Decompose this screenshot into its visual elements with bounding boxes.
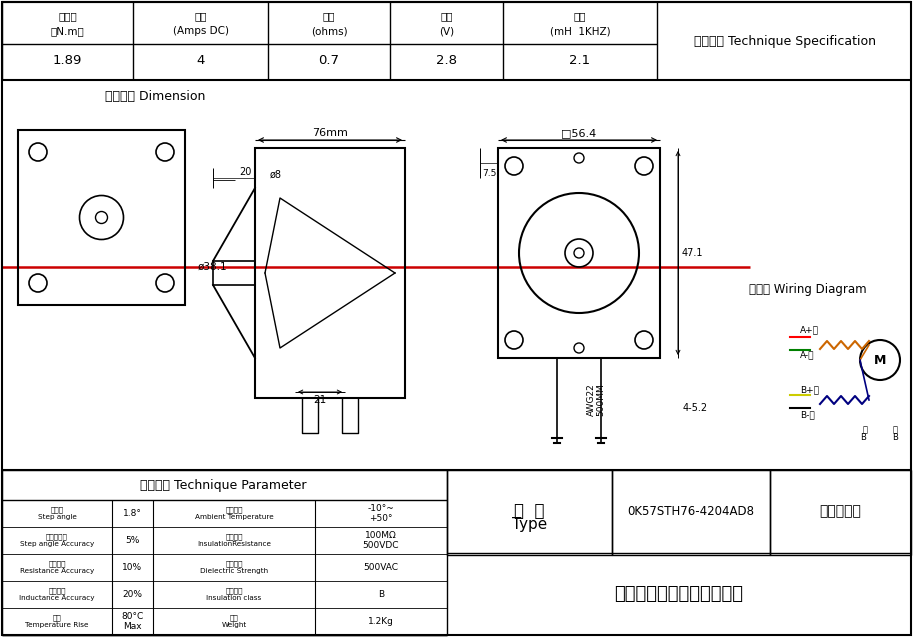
- Bar: [255, 148, 405, 398]
- Text: 5%: 5%: [125, 536, 140, 545]
- Text: 4: 4: [196, 55, 205, 68]
- Text: 7.5: 7.5: [482, 169, 496, 178]
- Text: 介电强度
Dielectric Strength: 介电强度 Dielectric Strength: [200, 561, 268, 575]
- Text: 500MM: 500MM: [596, 383, 605, 417]
- Text: 4-5.2: 4-5.2: [682, 403, 708, 413]
- Bar: [612, 470, 770, 554]
- Text: ø38.1: ø38.1: [197, 262, 227, 272]
- Text: B: B: [892, 433, 898, 441]
- Text: ø8: ø8: [270, 170, 282, 180]
- Bar: [18, 130, 185, 305]
- Text: 20%: 20%: [122, 590, 142, 599]
- Text: 绝缘等级
Insulation class: 绝缘等级 Insulation class: [206, 588, 262, 601]
- Text: 47.1: 47.1: [681, 248, 703, 258]
- Bar: [498, 148, 660, 358]
- Text: 1.8°: 1.8°: [123, 509, 142, 518]
- Text: M: M: [874, 354, 887, 366]
- Text: A-绿: A-绿: [800, 350, 814, 359]
- Text: 1.2Kg: 1.2Kg: [368, 617, 394, 626]
- Text: 常州市鸥柯达电器有限公司: 常州市鸥柯达电器有限公司: [614, 585, 743, 603]
- Text: 技术规格书: 技术规格书: [820, 505, 862, 519]
- Text: 0.7: 0.7: [319, 55, 340, 68]
- Text: 红: 红: [863, 426, 867, 434]
- Bar: [447, 470, 612, 554]
- Text: 76mm: 76mm: [312, 128, 348, 138]
- Text: 技术规格 Technique Specification: 技术规格 Technique Specification: [694, 34, 876, 48]
- Text: 1.89: 1.89: [53, 55, 82, 68]
- Bar: [213, 261, 255, 285]
- Text: （N.m）: （N.m）: [50, 26, 84, 36]
- Text: 绕线图 Wiring Diagram: 绕线图 Wiring Diagram: [750, 283, 866, 296]
- Text: 2.8: 2.8: [436, 55, 457, 68]
- Text: (ohms): (ohms): [310, 26, 347, 36]
- Text: 100MΩ
500VDC: 100MΩ 500VDC: [362, 531, 399, 550]
- Text: 80°C
Max: 80°C Max: [121, 612, 143, 631]
- Text: 环境温度
Ambient Temperature: 环境温度 Ambient Temperature: [194, 506, 273, 520]
- Text: B: B: [860, 433, 866, 441]
- Text: B-黑: B-黑: [800, 410, 814, 420]
- Text: 步距角精度
Step angle Accuracy: 步距角精度 Step angle Accuracy: [20, 534, 94, 547]
- Text: 20: 20: [239, 167, 251, 177]
- Text: 电感精度
Inductance Accuracy: 电感精度 Inductance Accuracy: [19, 588, 95, 601]
- Text: 500VAC: 500VAC: [363, 563, 398, 572]
- Bar: [2, 470, 447, 635]
- Text: 电流: 电流: [194, 11, 206, 21]
- Text: Type: Type: [512, 517, 547, 532]
- Text: A+红: A+红: [800, 326, 819, 334]
- Text: 电感: 电感: [573, 11, 586, 21]
- Text: AWG22: AWG22: [586, 383, 595, 417]
- Text: (mH  1KHZ): (mH 1KHZ): [550, 26, 610, 36]
- Text: 0K57STH76-4204AD8: 0K57STH76-4204AD8: [627, 505, 754, 518]
- Text: 10%: 10%: [122, 563, 142, 572]
- Text: B+黄: B+黄: [800, 385, 819, 394]
- Text: 21: 21: [313, 395, 327, 405]
- Text: 温升
Temperature Rise: 温升 Temperature Rise: [26, 615, 89, 628]
- Text: 技术参数 Technique Parameter: 技术参数 Technique Parameter: [141, 478, 307, 492]
- Text: 2.1: 2.1: [570, 55, 591, 68]
- Text: 绝缘电阻
InsulationResistance: 绝缘电阻 InsulationResistance: [197, 534, 271, 547]
- Text: 步距角
Step angle: 步距角 Step angle: [37, 506, 77, 520]
- Text: 黑: 黑: [893, 426, 897, 434]
- Text: (Amps DC): (Amps DC): [173, 26, 228, 36]
- Text: 静力矩: 静力矩: [58, 11, 77, 21]
- Text: -10°~
+50°: -10°~ +50°: [368, 504, 394, 523]
- Text: (V): (V): [439, 26, 454, 36]
- Text: 电压: 电压: [440, 11, 453, 21]
- Bar: [770, 470, 911, 554]
- Text: □56.4: □56.4: [561, 128, 596, 138]
- Text: 机械尺寸 Dimension: 机械尺寸 Dimension: [105, 90, 205, 103]
- Text: 电阻精度
Resistance Accuracy: 电阻精度 Resistance Accuracy: [20, 561, 94, 575]
- Text: 型  号: 型 号: [514, 502, 545, 520]
- Text: 质量
Weight: 质量 Weight: [221, 615, 247, 628]
- Text: 电阻: 电阻: [323, 11, 335, 21]
- Text: B: B: [378, 590, 384, 599]
